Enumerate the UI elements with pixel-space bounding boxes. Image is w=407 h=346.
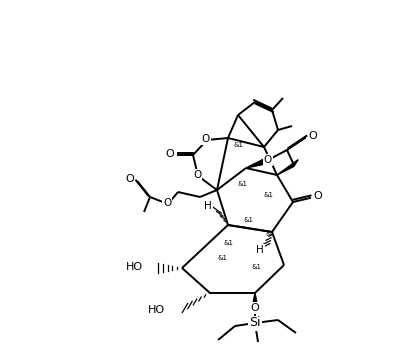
Text: H: H xyxy=(204,201,212,211)
Text: Si: Si xyxy=(249,317,261,329)
Polygon shape xyxy=(246,156,269,168)
Text: &1: &1 xyxy=(237,181,247,187)
Text: O: O xyxy=(309,131,317,141)
Text: O: O xyxy=(314,191,322,201)
Text: O: O xyxy=(193,170,201,180)
Text: HO: HO xyxy=(126,262,143,272)
Text: &1: &1 xyxy=(244,217,254,223)
Text: O: O xyxy=(264,155,272,165)
Text: &1: &1 xyxy=(223,240,233,246)
Text: &1: &1 xyxy=(263,192,273,198)
Text: O: O xyxy=(166,149,174,159)
Text: &1: &1 xyxy=(218,255,228,261)
Text: O: O xyxy=(202,134,210,144)
Polygon shape xyxy=(277,160,298,175)
Text: &1: &1 xyxy=(265,231,275,237)
Polygon shape xyxy=(252,293,258,308)
Text: &1: &1 xyxy=(233,142,243,148)
Text: O: O xyxy=(126,174,134,184)
Text: H: H xyxy=(256,245,264,255)
Text: &1: &1 xyxy=(252,264,262,270)
Text: O: O xyxy=(251,303,259,313)
Text: HO: HO xyxy=(148,305,165,315)
Text: O: O xyxy=(163,198,171,208)
